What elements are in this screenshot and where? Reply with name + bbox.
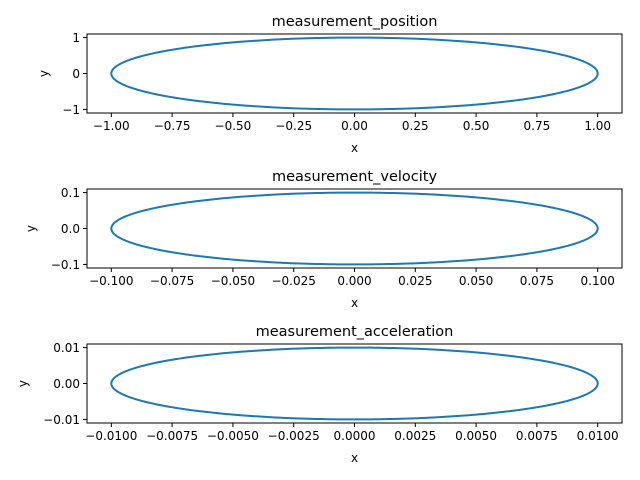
y-tick-label: 0.01 xyxy=(53,341,80,355)
subplot-0: −1.00 −0.75 −0.50 −0.25 0.00 0.25 0.50 0.75 1.00… xyxy=(37,14,623,155)
series-line-0-0 xyxy=(110,36,599,111)
x-tick-label: 0.25 xyxy=(402,119,429,133)
y-tick-label: 0.00 xyxy=(53,377,80,391)
x-tick-label: −0.100 xyxy=(89,274,133,288)
x-axis-label: x xyxy=(351,141,358,155)
subplot-title: measurement_acceleration xyxy=(256,324,454,340)
x-tick-label: 0.0075 xyxy=(516,429,558,443)
plot-frame xyxy=(86,188,623,269)
x-tick-label: 0.0050 xyxy=(455,429,497,443)
x-tick-label: 0.50 xyxy=(463,119,490,133)
x-tick-label: −0.50 xyxy=(215,119,252,133)
x-tick-label: −0.25 xyxy=(275,119,312,133)
plot-frame xyxy=(86,33,623,114)
x-tick-label: 0.0025 xyxy=(394,429,436,443)
x-tick-label: 0.100 xyxy=(581,274,615,288)
y-axis-label: y xyxy=(16,380,30,387)
subplot-1: −0.100 −0.075 −0.050 −0.025 0.000 0.025 0.050 0… xyxy=(24,169,623,310)
plot-frame xyxy=(86,343,623,424)
x-tick-label: 0.000 xyxy=(337,274,371,288)
x-tick-label: 0.00 xyxy=(341,119,368,133)
x-tick-label: −0.050 xyxy=(211,274,255,288)
y-tick-label: 0.0 xyxy=(61,222,80,236)
series-line-2-0 xyxy=(110,346,599,421)
y-tick-label: −1 xyxy=(62,103,80,117)
x-tick-label: 0.75 xyxy=(524,119,551,133)
x-tick-label: 0.025 xyxy=(398,274,432,288)
x-tick-label: 0.050 xyxy=(459,274,493,288)
x-tick-label: −0.75 xyxy=(154,119,191,133)
y-axis-label: y xyxy=(24,225,38,232)
x-tick-label: 0.075 xyxy=(520,274,554,288)
y-tick-label: 0 xyxy=(72,67,80,81)
y-tick-label: −0.1 xyxy=(51,258,80,272)
x-tick-label: −0.025 xyxy=(271,274,315,288)
x-tick-label: −0.0050 xyxy=(207,429,259,443)
x-tick-label: 0.0000 xyxy=(334,429,376,443)
series-line-1-0 xyxy=(110,191,599,266)
x-tick-label: −0.0100 xyxy=(85,429,137,443)
x-tick-label: 0.0100 xyxy=(577,429,619,443)
x-tick-label: −0.075 xyxy=(150,274,194,288)
subplot-2: −0.0100 −0.0075 −0.0050 −0.0025 0.0000 0.0025… xyxy=(16,324,623,465)
y-tick-label: 0.1 xyxy=(61,186,80,200)
x-tick-label: −1.00 xyxy=(93,119,130,133)
y-tick-label: 1 xyxy=(72,31,80,45)
subplot-title: measurement_velocity xyxy=(272,169,437,185)
y-axis-label: y xyxy=(37,70,51,77)
x-axis-label: x xyxy=(351,296,358,310)
x-tick-label: −0.0075 xyxy=(146,429,198,443)
x-tick-label: −0.0025 xyxy=(268,429,320,443)
y-tick-label: −0.01 xyxy=(43,413,80,427)
x-axis-label: x xyxy=(351,451,358,465)
x-tick-label: 1.00 xyxy=(584,119,611,133)
subplot-title: measurement_position xyxy=(272,14,438,30)
